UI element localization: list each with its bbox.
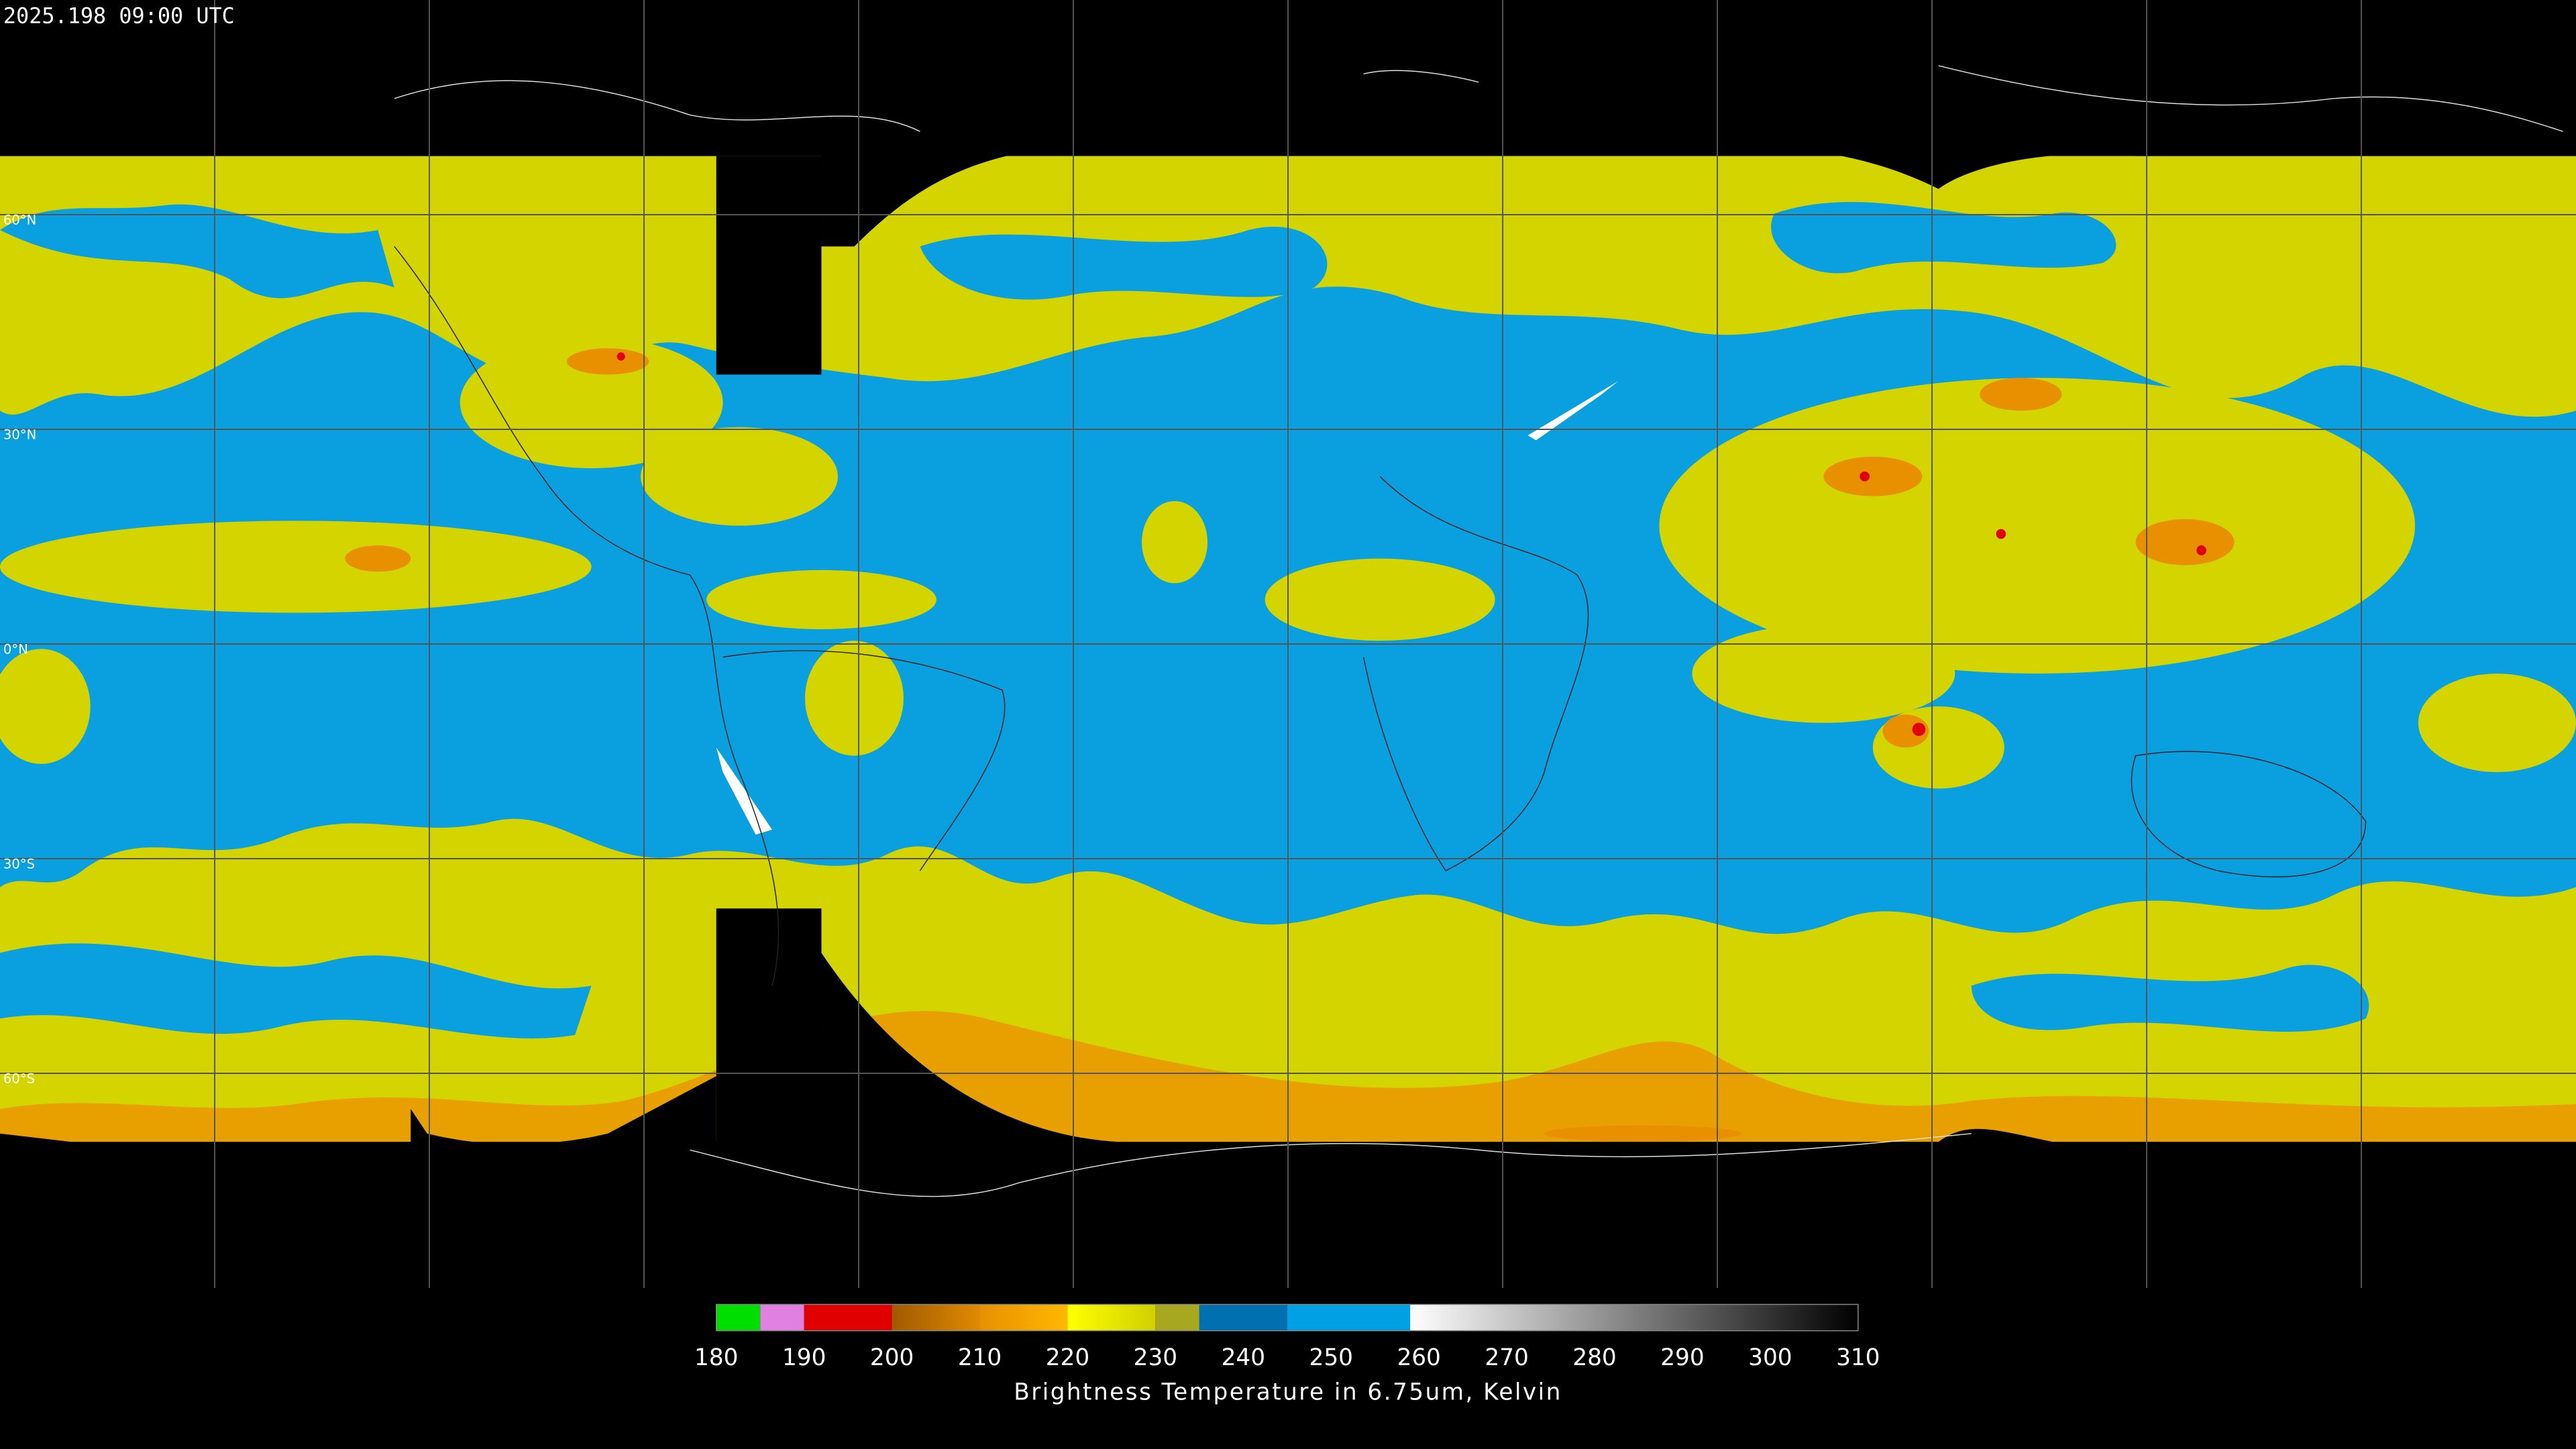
deep-convection [345, 348, 2235, 1142]
colorbar-segment [892, 1304, 980, 1331]
colorbar-tick-label: 180 [694, 1344, 738, 1371]
warm-spots [716, 381, 1619, 835]
colorbar-segment [1155, 1304, 1199, 1331]
latitude-label: 60°N [3, 213, 36, 228]
colorbar-segment [1067, 1304, 1156, 1331]
colorbar-tick-label: 220 [1046, 1344, 1089, 1371]
colorbar-segment [1287, 1304, 1411, 1331]
colorbar-tick-label: 280 [1572, 1344, 1616, 1371]
colorbar-tick-label: 260 [1397, 1344, 1440, 1371]
moist-tongue [920, 226, 1328, 300]
colorbar-tick-label: 230 [1134, 1344, 1177, 1371]
coastlines [394, 65, 2563, 1197]
colorbar-segment [1199, 1304, 1287, 1331]
colorbar-tick-label: 290 [1660, 1344, 1704, 1371]
colorbar: 180 190 200 210 220 230 240 250 260 270 280 290 300 3… [694, 1303, 1880, 1371]
moist-tongue [0, 943, 592, 1038]
graticule [0, 0, 2576, 1288]
moist-tongue [0, 204, 394, 299]
latitude-label: 30°S [3, 857, 35, 872]
latitude-labels: 60°N 30°N 0°N 30°S 60°S [3, 213, 36, 1087]
colorbar-segment [760, 1304, 804, 1331]
moist-tongue [1771, 202, 2116, 274]
colorbar-segment [1410, 1304, 1858, 1331]
colorbar-tick-label: 300 [1748, 1344, 1792, 1371]
colorbar-segment [716, 1304, 761, 1331]
colorbar-tick-label: 210 [958, 1344, 1002, 1371]
colorbar-frame [716, 1303, 1859, 1332]
convection [0, 337, 2576, 789]
timestamp: 2025.198 09:00 UTC [3, 3, 235, 28]
colorbar-tick-label: 240 [1222, 1344, 1265, 1371]
latitude-label: 0°N [3, 642, 28, 657]
latitude-label: 30°N [3, 427, 36, 443]
latitude-label: 60°S [3, 1071, 35, 1087]
colorbar-segment [804, 1304, 892, 1331]
moist-tongue [1971, 965, 2369, 1032]
colorbar-tick-label: 310 [1836, 1344, 1880, 1371]
cold-tops [616, 352, 2206, 737]
colorbar-tick-label: 250 [1309, 1344, 1353, 1371]
colorbar-tick-label: 200 [870, 1344, 914, 1371]
colorbar-tick-label: 190 [782, 1344, 826, 1371]
colorbar-tick-label: 270 [1485, 1344, 1528, 1371]
colorbar-segment [979, 1304, 1068, 1331]
colorbar-label: Brightness Temperature in 6.75um, Kelvin [1014, 1379, 1562, 1406]
